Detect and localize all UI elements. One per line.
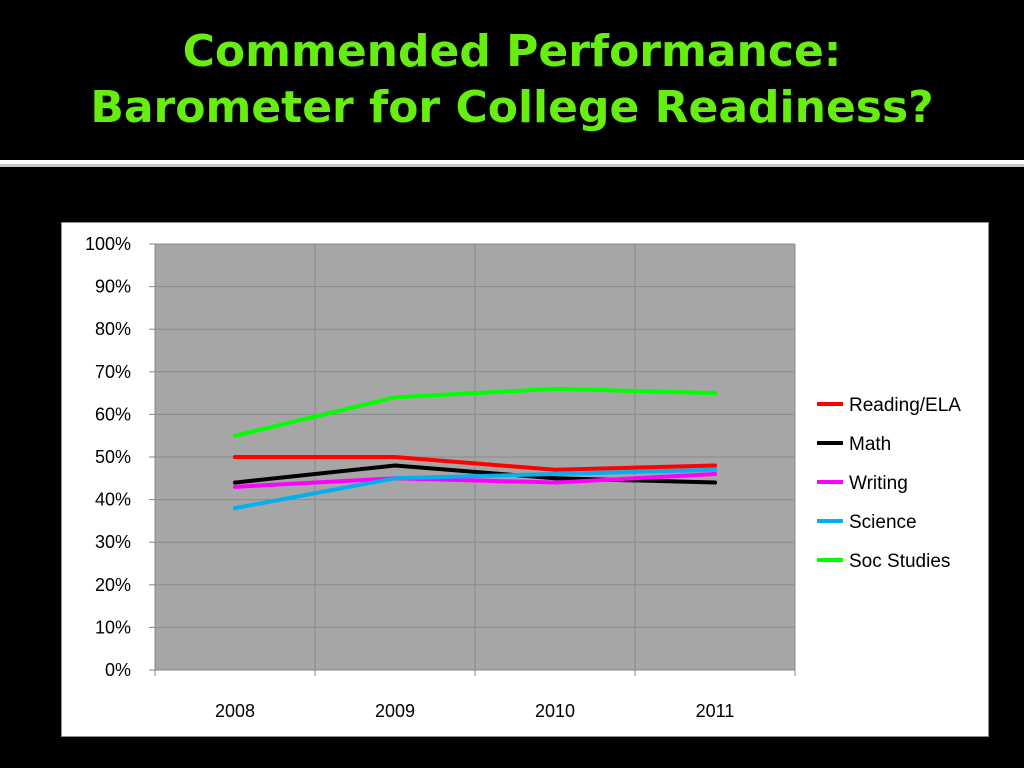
data-point-4-0 xyxy=(233,433,237,438)
data-point-3-2 xyxy=(553,472,557,477)
data-point-2-2 xyxy=(553,480,557,485)
data-point-1-1 xyxy=(393,463,397,468)
data-point-3-1 xyxy=(393,476,397,481)
slide-title-bar: Commended Performance: Barometer for Col… xyxy=(0,0,1024,160)
legend-label-0: Reading/ELA xyxy=(849,395,961,416)
y-tick-label-5: 50% xyxy=(95,447,131,467)
data-point-3-0 xyxy=(233,506,237,511)
legend-label-4: Soc Studies xyxy=(849,551,950,572)
x-tick-label-2: 2010 xyxy=(535,701,575,721)
data-point-1-3 xyxy=(713,480,717,485)
y-tick-label-10: 100% xyxy=(85,234,131,254)
legend-label-2: Writing xyxy=(849,473,908,494)
title-divider xyxy=(0,160,1024,164)
series-line-3 xyxy=(233,467,717,511)
series-line-4 xyxy=(233,386,717,438)
y-tick-label-0: 0% xyxy=(105,660,131,680)
slide-title-line-2: Barometer for College Readiness? xyxy=(90,82,934,133)
title-divider-rule xyxy=(0,164,1024,167)
data-point-3-3 xyxy=(713,467,717,472)
data-point-2-0 xyxy=(233,484,237,489)
data-point-0-2 xyxy=(553,467,557,472)
data-point-4-2 xyxy=(553,386,557,391)
data-point-0-0 xyxy=(233,455,237,459)
y-tick-label-9: 90% xyxy=(95,277,131,297)
data-point-4-1 xyxy=(393,395,397,400)
data-point-4-3 xyxy=(713,391,717,396)
y-tick-label-3: 30% xyxy=(95,532,131,552)
data-point-0-1 xyxy=(393,455,397,459)
chart-frame: 0% 10% 20% 30% 40% 50% 60% 70% 80% 90% 100% 2008 200… xyxy=(61,222,989,737)
line-chart: 0% 10% 20% 30% 40% 50% 60% 70% 80% 90% 100% 2008 200… xyxy=(85,234,961,721)
data-point-0-3 xyxy=(713,463,717,468)
slide-title-line-1: Commended Performance: xyxy=(182,26,842,77)
y-tick-label-7: 70% xyxy=(95,362,131,382)
y-tick-label-2: 20% xyxy=(95,575,131,595)
y-tick-label-4: 40% xyxy=(95,490,131,510)
data-point-1-2 xyxy=(553,476,557,481)
legend-label-1: Math xyxy=(849,434,891,455)
series-line-2 xyxy=(233,472,717,489)
x-tick-label-1: 2009 xyxy=(375,701,415,721)
legend-label-3: Science xyxy=(849,512,917,533)
series-line-0 xyxy=(233,455,717,472)
series-line-1 xyxy=(233,463,717,485)
x-tick-label-0: 2008 xyxy=(215,701,255,721)
data-point-2-3 xyxy=(713,472,717,477)
y-tick-label-8: 80% xyxy=(95,319,131,339)
y-tick-label-1: 10% xyxy=(95,617,131,637)
data-point-1-0 xyxy=(233,480,237,485)
x-tick-label-3: 2011 xyxy=(696,701,735,721)
y-tick-label-6: 60% xyxy=(95,404,131,424)
